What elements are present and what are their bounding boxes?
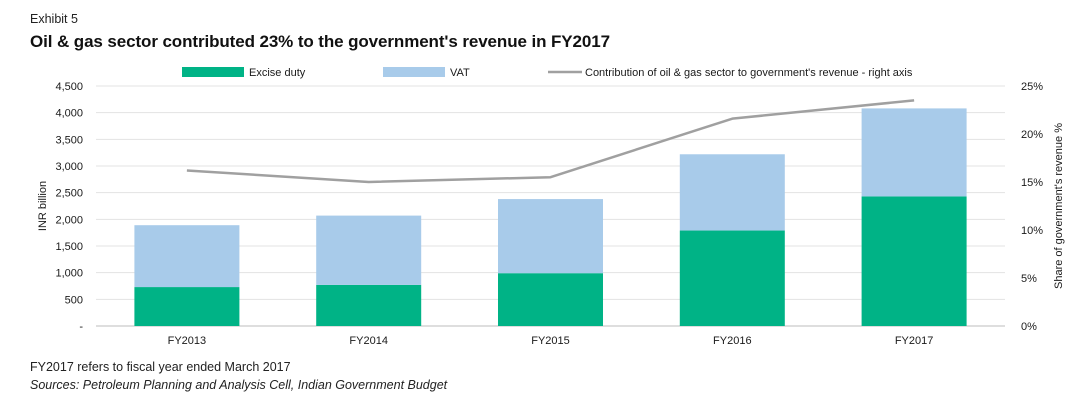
bar-excise-duty (861, 196, 967, 326)
footnote: FY2017 refers to fiscal year ended March… (30, 360, 291, 374)
exhibit-label: Exhibit 5 (30, 12, 78, 26)
x-tick-label: FY2014 (349, 335, 388, 347)
bar-vat (134, 225, 240, 288)
x-tick-label: FY2017 (895, 335, 934, 347)
chart-title: Oil & gas sector contributed 23% to the … (30, 32, 610, 51)
y-tick-label: 1,500 (55, 241, 83, 253)
bar-excise-duty (679, 230, 785, 326)
y2-tick-label: 15% (1021, 177, 1043, 189)
bar-excise-duty (316, 284, 422, 326)
sources-note: Sources: Petroleum Planning and Analysis… (30, 378, 448, 392)
y2-tick-label: 0% (1021, 321, 1037, 333)
y2-tick-label: 25% (1021, 81, 1043, 93)
bar-excise-duty (134, 287, 240, 326)
y2-tick-label: 20% (1021, 129, 1043, 141)
legend-label-excise: Excise duty (249, 67, 306, 79)
x-tick-label: FY2016 (713, 335, 752, 347)
y-tick-label: 4,000 (55, 108, 83, 120)
y2-tick-label: 10% (1021, 225, 1043, 237)
y-tick-label: 500 (65, 294, 83, 306)
y-tick-label: 2,500 (55, 188, 83, 200)
bar-vat (679, 154, 785, 231)
bar-excise-duty (498, 273, 603, 326)
y2-tick-label: 5% (1021, 273, 1037, 285)
legend-label-vat: VAT (450, 67, 470, 79)
legend-swatch-excise (182, 67, 244, 77)
legend-label-line: Contribution of oil & gas sector to gove… (585, 67, 913, 79)
legend-swatch-vat (383, 67, 445, 77)
y2-axis-title: Share of government's revenue % (1053, 123, 1065, 289)
bar-vat (498, 199, 603, 274)
bar-vat (861, 108, 967, 197)
y-tick-label: 2,000 (55, 214, 83, 226)
y-tick-label: - (79, 321, 83, 333)
x-tick-label: FY2013 (168, 335, 207, 347)
x-tick-label: FY2015 (531, 335, 570, 347)
y-tick-label: 1,000 (55, 268, 83, 280)
bar-vat (316, 215, 422, 285)
y-axis-title: INR billion (37, 181, 49, 231)
y-tick-label: 4,500 (55, 81, 83, 93)
y-tick-label: 3,500 (55, 134, 83, 146)
y-tick-label: 3,000 (55, 161, 83, 173)
